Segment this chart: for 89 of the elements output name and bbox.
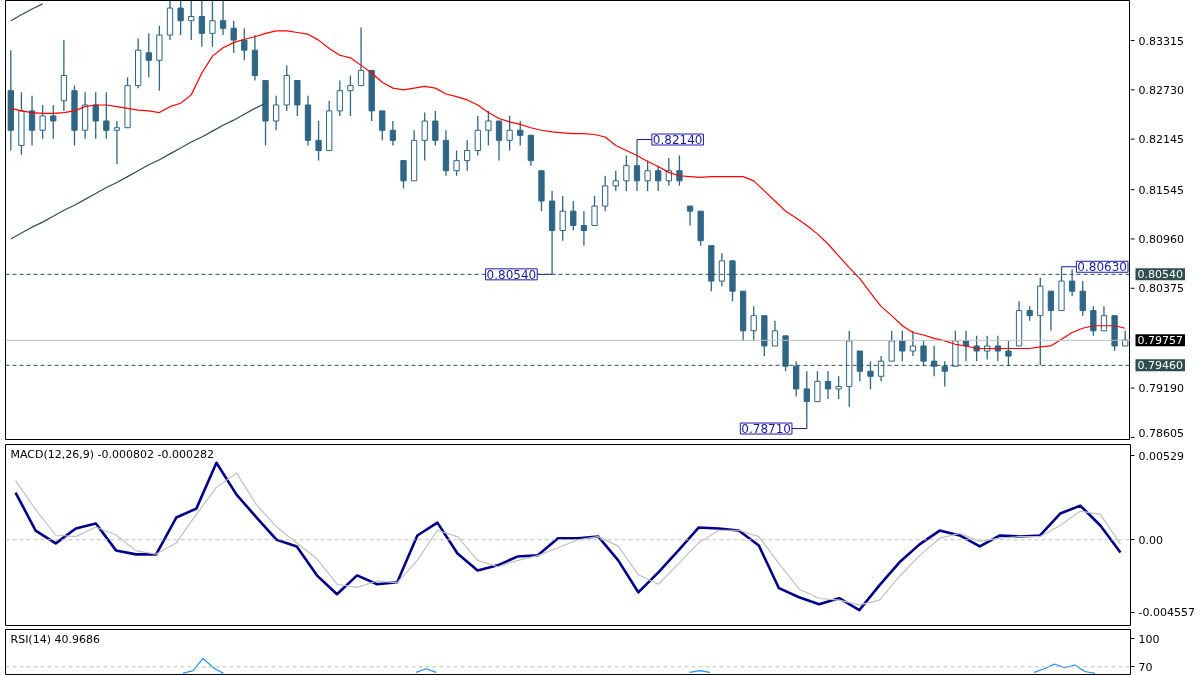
candlestick [50,104,57,140]
candlestick [272,95,280,131]
candlestick [177,0,184,36]
y-tick-label: 0.78605 [1138,427,1184,441]
annotation: 0.82140 [652,133,703,148]
y-tick-label: 0.82730 [1138,83,1184,97]
candlestick [474,115,481,157]
y-tick-label: 0.82145 [1138,133,1184,147]
y-tick-label: 0.00529 [1138,449,1184,463]
candlestick [347,74,354,117]
y-tick-label: 0.79190 [1138,382,1184,396]
y-tick-label: 0.81545 [1138,183,1184,197]
y-tick-label: -0.004557 [1138,606,1195,620]
candlestick [517,120,524,147]
candlestick [421,111,428,162]
candlestick [591,195,598,227]
candlestick [92,91,99,140]
candlestick [1005,340,1012,367]
candlestick [1090,305,1097,337]
candlestick [188,0,195,41]
y-tick-label: 70 [1138,660,1153,674]
candlestick [718,252,726,287]
candlestick [28,95,36,147]
candlestick [209,0,216,48]
candlestick [379,110,386,142]
candlestick [909,330,917,357]
candlestick [432,110,439,147]
candlestick [389,120,397,147]
candlestick [612,170,619,192]
candlestick [495,120,503,162]
candlestick [559,195,566,242]
candlestick [506,115,513,152]
candlestick [941,360,948,388]
candlestick [485,110,492,147]
line-series [10,102,267,240]
candlestick [113,120,121,165]
annotation: 0.78710 [741,422,791,437]
candlestick [1079,280,1086,317]
ref-line-label: 0.80540 [1137,268,1183,282]
candlestick [686,205,694,227]
chart-title: MACD(12,26,9) -0.000802 -0.000282 [10,447,214,461]
candlestick [824,370,832,400]
candlestick [633,138,641,192]
candlestick [464,139,471,172]
candlestick [644,159,651,192]
candlestick [899,330,906,362]
candlestick [39,104,46,140]
candlestick [803,370,810,430]
candlestick [1068,268,1076,297]
candlestick [315,120,322,162]
candlestick [453,149,460,177]
candlestick [241,27,248,61]
candlestick [877,355,885,383]
candlestick [103,91,110,140]
candlestick [814,370,821,403]
y-tick-label: 0.80960 [1138,232,1184,246]
candlestick [623,154,630,192]
annotation: 0.80630 [1077,260,1127,275]
line-series [10,3,44,22]
y-tick-label: 0.80375 [1138,282,1184,296]
candlestick [230,20,237,54]
candlestick [219,0,227,36]
candlestick [856,350,864,383]
ref-line-label: 0.79757 [1137,334,1183,348]
y-tick-label: 100 [1138,632,1160,646]
candlestick [867,360,874,390]
y-tick-label: 0.00 [1138,533,1163,547]
candlestick [357,26,365,87]
candlestick [336,79,343,117]
candlestick [931,345,938,377]
candlestick [655,165,662,192]
candlestick [750,305,757,342]
candlestick [198,0,205,48]
candlestick [771,320,779,347]
annotation: 0.80540 [486,267,537,282]
candlestick [793,360,800,398]
candlestick [400,159,407,190]
chart-title: RSI(14) 40.9686 [10,632,100,646]
candlestick [835,375,842,400]
candlestick [580,210,588,247]
candlestick [145,32,152,78]
candlestick [570,200,577,232]
candlestick [888,330,895,362]
candlestick [1047,290,1055,332]
candlestick [920,340,927,367]
candlestick [601,175,609,212]
y-tick-label: 0.83315 [1138,34,1184,48]
candlestick [676,154,683,187]
ref-line-label: 0.79460 [1137,359,1183,373]
